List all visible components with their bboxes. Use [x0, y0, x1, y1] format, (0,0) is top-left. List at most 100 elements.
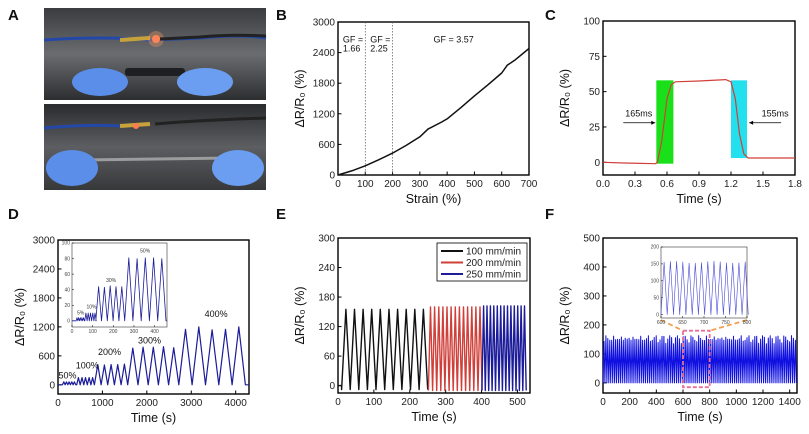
legend-label: 100 mm/min — [466, 247, 521, 258]
x-tick-label: 700 — [700, 320, 709, 326]
x-tick-label: 600 — [675, 397, 692, 408]
data-line — [72, 257, 167, 322]
x-tick-label: 800 — [701, 397, 718, 408]
x-tick-label: 650 — [678, 320, 687, 326]
x-axis-label: Time (s) — [676, 192, 721, 206]
x-tick-label: 0 — [335, 179, 341, 190]
x-tick-label: 100 — [366, 397, 383, 408]
y-tick-label: 1800 — [33, 293, 56, 304]
y-tick-label: 100 — [583, 17, 600, 28]
y-tick-label: 40 — [64, 287, 70, 293]
x-tick-label: 1000 — [91, 398, 114, 409]
series-line — [481, 305, 527, 392]
x-tick-label: 400 — [150, 329, 159, 335]
y-tick-label: 60 — [324, 352, 336, 363]
y-axis-label: ΔR/R₀ (%) — [293, 287, 307, 345]
y-tick-label: 400 — [583, 262, 600, 273]
arrow-head-icon — [651, 120, 656, 125]
strain-label: 400% — [205, 309, 228, 319]
x-tick-label: 100 — [88, 329, 97, 335]
response-time-label: 155ms — [762, 108, 790, 118]
strain-label: 100% — [76, 360, 99, 370]
data-line — [58, 326, 249, 386]
y-tick-label: 0 — [656, 312, 659, 318]
y-tick-label: 100 — [583, 349, 600, 360]
y-tick-label: 60 — [64, 272, 70, 278]
response-time-region — [656, 80, 674, 164]
x-tick-label: 0.6 — [660, 179, 674, 190]
x-tick-label: 0.0 — [596, 179, 610, 190]
y-tick-label: 180 — [318, 293, 335, 304]
x-tick-label: 700 — [521, 179, 538, 190]
y-axis-label: ΔR/R₀ (%) — [293, 70, 307, 128]
x-tick-label: 100 — [357, 179, 374, 190]
panel-letter-b: B — [276, 7, 287, 24]
y-tick-label: 3000 — [33, 236, 56, 247]
x-tick-label: 750 — [721, 320, 730, 326]
x-tick-label: 300 — [412, 179, 429, 190]
y-axis-label: ΔR/R₀ (%) — [558, 69, 572, 127]
legend-label: 200 mm/min — [466, 258, 521, 269]
data-line — [602, 335, 797, 384]
x-tick-label: 0 — [71, 329, 74, 335]
y-tick-label: 600 — [38, 351, 55, 362]
y-tick-label: 0 — [594, 378, 600, 389]
x-tick-label: 300 — [130, 329, 139, 335]
x-tick-label: 400 — [648, 397, 665, 408]
y-tick-label: 200 — [583, 320, 600, 331]
x-tick-label: 0.9 — [692, 179, 706, 190]
y-tick-label: 300 — [583, 291, 600, 302]
x-tick-label: 500 — [466, 179, 483, 190]
y-tick-label: 150 — [651, 262, 660, 268]
y-tick-label: 2400 — [313, 48, 336, 59]
y-tick-label: 0 — [329, 381, 335, 392]
y-tick-label: 100 — [62, 241, 71, 247]
y-tick-label: 80 — [64, 256, 70, 262]
gauge-factor-label: GF = — [343, 34, 363, 44]
panel-letter-f: F — [545, 206, 554, 223]
x-tick-label: 2000 — [136, 398, 159, 409]
response-time-label: 165ms — [625, 108, 653, 118]
y-tick-label: 0 — [594, 158, 600, 169]
x-tick-label: 1.8 — [788, 179, 802, 190]
x-tick-label: 600 — [657, 320, 666, 326]
y-tick-label: 240 — [318, 263, 335, 274]
gauge-factor-label: GF = — [370, 34, 390, 44]
y-tick-label: 200 — [651, 245, 660, 251]
x-tick-label: 4000 — [225, 398, 248, 409]
plot-frame — [337, 21, 530, 176]
x-tick-label: 600 — [493, 179, 510, 190]
x-tick-label: 200 — [621, 397, 638, 408]
panel-letter-e: E — [276, 206, 286, 223]
inset-strain-label: 10% — [86, 304, 97, 310]
x-tick-label: 200 — [384, 179, 401, 190]
series-line — [338, 308, 429, 391]
x-tick-label: 200 — [109, 329, 118, 335]
f-inset-chart: 600 650 700 750 800 0 50 100 150 200 — [651, 245, 752, 326]
x-tick-label: 3000 — [180, 398, 203, 409]
panel-letter-a: A — [8, 7, 19, 24]
data-line — [337, 47, 530, 176]
photo-top — [43, 8, 267, 100]
x-tick-label: 1000 — [725, 397, 748, 408]
y-tick-label: 75 — [589, 52, 601, 63]
x-tick-label: 200 — [401, 397, 418, 408]
x-tick-label: 400 — [473, 397, 490, 408]
x-tick-label: 0 — [55, 398, 61, 409]
y-tick-label: 1200 — [313, 109, 336, 120]
strain-label: 200% — [98, 347, 121, 357]
photo-bottom — [43, 104, 267, 190]
y-tick-label: 0 — [49, 380, 55, 391]
d-inset-chart: 0 100 200 300 400 0 20 40 60 80 100 5%10% 30% 50% — [62, 241, 168, 335]
gauge-factor-label: GF = 3.57 — [434, 34, 474, 44]
inset-strain-label: 50% — [140, 248, 151, 254]
y-tick-label: 300 — [318, 234, 335, 245]
inset-strain-label: 5% — [77, 311, 85, 317]
y-axis-label: ΔR/R₀ (%) — [558, 287, 572, 345]
plot-frame — [602, 20, 796, 176]
y-tick-label: 0 — [329, 171, 335, 182]
y-tick-label: 20 — [64, 303, 70, 309]
x-tick-label: 0.3 — [628, 179, 642, 190]
arrow-head-icon — [749, 120, 754, 125]
